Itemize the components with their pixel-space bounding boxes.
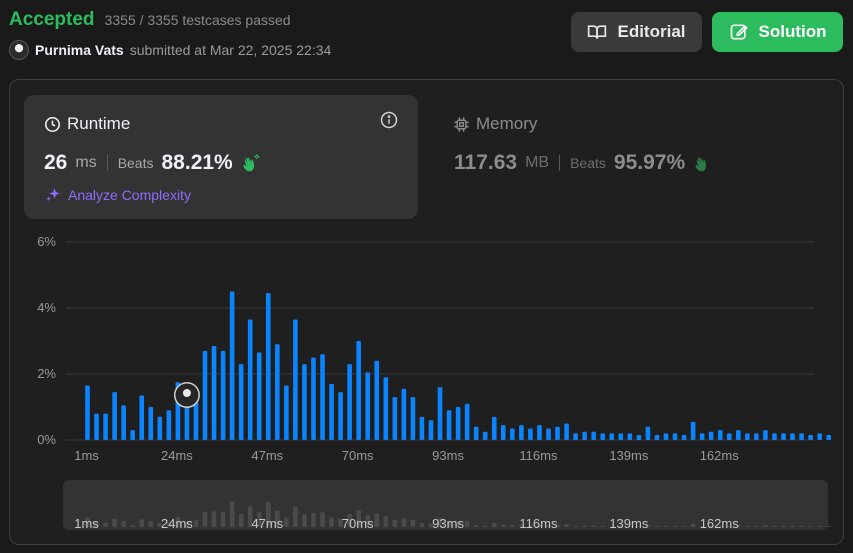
- memory-beats-value: 95.97%: [613, 151, 686, 174]
- submission-status: Accepted 3355 / 3355 testcases passed: [9, 9, 291, 31]
- editorial-label: Editorial: [617, 22, 686, 41]
- runtime-value: 26: [44, 151, 68, 174]
- info-icon[interactable]: [380, 111, 398, 129]
- solution-button[interactable]: Solution: [712, 12, 843, 52]
- editorial-button[interactable]: Editorial: [571, 12, 702, 52]
- sparkle-icon: [46, 188, 60, 201]
- runtime-beats-label: Beats: [117, 155, 154, 171]
- accepted-label: Accepted: [9, 9, 95, 30]
- memory-title-text: Memory: [476, 114, 538, 133]
- runtime-unit: ms: [75, 154, 97, 171]
- memory-unit: MB: [525, 154, 550, 171]
- solution-label: Solution: [758, 22, 827, 41]
- memory-metric: 117.63 MB Beats 95.97%: [454, 151, 713, 175]
- chip-icon: [454, 116, 469, 132]
- clap-icon: [695, 157, 707, 172]
- runtime-card[interactable]: Runtime 26 ms Beats 88.21% Analyze Compl…: [24, 95, 418, 219]
- analyze-complexity-link[interactable]: Analyze Complexity: [44, 186, 191, 204]
- clap-icon: [243, 154, 260, 172]
- runtime-metric: 26 ms Beats 88.21%: [44, 151, 261, 175]
- user-name[interactable]: Purnima Vats: [35, 42, 124, 58]
- divider: [559, 155, 561, 171]
- clock-icon: [44, 116, 61, 132]
- runtime-beats-value: 88.21%: [161, 151, 233, 174]
- memory-beats-label: Beats: [570, 155, 606, 171]
- runtime-title: Runtime: [44, 114, 130, 134]
- divider: [106, 155, 108, 171]
- edit-icon: [730, 24, 748, 40]
- analyze-label: Analyze Complexity: [68, 187, 191, 203]
- submitted-time: submitted at Mar 22, 2025 22:34: [129, 42, 332, 58]
- submitter-info: Purnima Vats submitted at Mar 22, 2025 2…: [9, 40, 331, 60]
- avatar[interactable]: [9, 40, 29, 60]
- book-icon: [588, 25, 607, 39]
- runtime-title-text: Runtime: [67, 114, 131, 133]
- testcases-passed: 3355 / 3355 testcases passed: [104, 12, 291, 28]
- memory-value: 117.63: [454, 151, 518, 174]
- memory-title: Memory: [453, 114, 537, 134]
